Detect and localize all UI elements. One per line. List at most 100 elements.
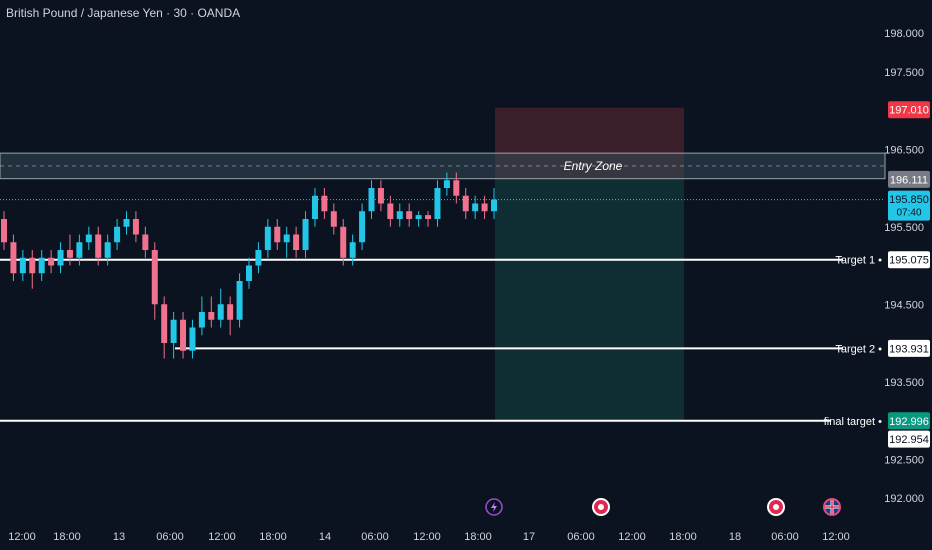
calendar-dot-icon[interactable] — [767, 498, 785, 516]
candle-body — [311, 195, 318, 219]
candle-body — [48, 257, 55, 266]
y-tick-label: 194.500 — [884, 299, 924, 311]
x-tick-label: 06:00 — [156, 531, 184, 543]
candle-body — [10, 242, 17, 274]
candle-body — [491, 199, 497, 212]
x-tick-label: 06:00 — [567, 531, 595, 543]
x-tick-label: 18:00 — [669, 531, 697, 543]
candle-body — [340, 226, 347, 258]
candle-body — [217, 304, 224, 320]
candle-body — [85, 234, 92, 243]
candle-body — [368, 188, 375, 212]
x-tick-label: 12:00 — [618, 531, 646, 543]
candle-body — [95, 234, 102, 258]
x-tick-label: 18:00 — [53, 531, 81, 543]
candle-body — [359, 211, 366, 243]
candle-body — [462, 195, 469, 212]
x-tick-label: 18:00 — [464, 531, 492, 543]
x-tick-label: 12:00 — [8, 531, 36, 543]
candle-body — [406, 211, 413, 219]
final-target-price-badge — [888, 412, 930, 430]
candle-body — [123, 219, 130, 227]
candle-body — [57, 250, 64, 266]
candle-body — [434, 188, 441, 219]
candle-body — [104, 242, 111, 258]
y-tick-label: 198.000 — [884, 28, 924, 40]
target2-price-badge — [888, 339, 930, 357]
candle-body — [255, 250, 262, 266]
candle-body — [189, 327, 196, 351]
lightning-icon[interactable] — [485, 498, 503, 516]
y-tick-label: 192.500 — [884, 454, 924, 466]
stop-price-badge — [888, 101, 930, 119]
candle-body — [66, 250, 73, 258]
x-tick-label: 13 — [113, 531, 125, 543]
candle-body — [264, 226, 271, 250]
y-tick-label: 197.500 — [884, 67, 924, 79]
x-tick-label: 14 — [319, 531, 331, 543]
candle-body — [114, 226, 121, 243]
x-tick-label: 06:00 — [361, 531, 389, 543]
candle-body — [387, 203, 394, 219]
low-price-text: 192.954 — [889, 434, 929, 446]
x-tick-label: 18 — [729, 531, 741, 543]
target-label-3: final target • — [824, 416, 882, 428]
entry-price-text: 196.111 — [890, 174, 928, 186]
candle-body — [415, 215, 422, 219]
candle-body — [38, 257, 45, 274]
candle-body — [151, 250, 158, 305]
candle-body — [302, 219, 309, 250]
y-tick-label: 195.500 — [884, 222, 924, 234]
profit-target-box — [495, 178, 684, 421]
x-tick-label: 17 — [523, 531, 535, 543]
final-target-price-text: 192.996 — [889, 416, 929, 428]
candle-body — [396, 211, 403, 219]
candle-body — [274, 226, 281, 243]
last-price-time: 07:40 — [896, 208, 921, 219]
x-tick-label: 18:00 — [259, 531, 287, 543]
stop-price-text: 197.010 — [889, 105, 929, 117]
candle-body — [472, 203, 479, 212]
candle-body — [1, 219, 7, 243]
last-price-text: 195.850 — [889, 194, 929, 206]
candle-body — [19, 257, 26, 274]
candle-body — [425, 215, 432, 219]
candle-body — [180, 319, 187, 351]
candle-body — [293, 234, 300, 250]
candle-body — [283, 234, 290, 243]
target1-price-text: 195.075 — [889, 255, 929, 267]
chart-title: British Pound / Japanese Yen · 30 · OAND… — [6, 6, 241, 20]
candle-body — [377, 188, 384, 204]
target-label-1: Target 1 • — [835, 255, 882, 267]
uk-flag-icon[interactable] — [823, 498, 841, 516]
x-tick-label: 12:00 — [208, 531, 236, 543]
entry-zone-label: Entry Zone — [564, 159, 623, 173]
x-tick-label: 06:00 — [771, 531, 799, 543]
candle-body — [349, 242, 356, 258]
candle-body — [76, 242, 83, 258]
candle-body — [321, 195, 328, 212]
calendar-dot-icon[interactable] — [592, 498, 610, 516]
candle-body — [29, 257, 36, 274]
y-tick-label: 193.500 — [884, 377, 924, 389]
candle-body — [132, 219, 139, 235]
candle-body — [236, 281, 243, 320]
candle-body — [170, 319, 177, 343]
candle-body — [142, 234, 149, 250]
target2-price-text: 193.931 — [889, 343, 929, 355]
candle-body — [161, 304, 168, 343]
y-tick-label: 192.000 — [884, 493, 924, 505]
last-price-badge — [888, 190, 930, 221]
y-tick-label: 196.500 — [884, 144, 924, 156]
low-price-badge — [888, 430, 930, 448]
x-tick-label: 12:00 — [822, 531, 850, 543]
candle-body — [453, 180, 460, 196]
candle-body — [330, 211, 337, 227]
target1-price-badge — [888, 251, 930, 269]
candle-body — [198, 312, 205, 328]
candle-body — [208, 312, 215, 320]
candle-body — [227, 304, 234, 320]
target-label-2: Target 2 • — [835, 343, 882, 355]
